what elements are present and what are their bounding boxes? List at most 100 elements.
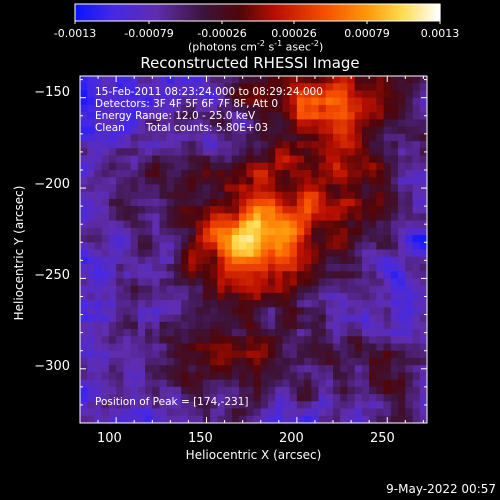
heatmap-cell [246, 198, 254, 207]
heatmap-cell [181, 307, 189, 316]
heatmap-cell [405, 307, 414, 316]
heatmap-cell [405, 329, 414, 337]
heatmap-cell [217, 336, 226, 344]
heatmap-cell [166, 343, 175, 352]
heatmap-cell [318, 321, 327, 330]
heatmap-cell [369, 235, 377, 243]
heatmap-cell [405, 249, 414, 258]
heatmap-cell [181, 365, 189, 373]
heatmap-cell [275, 314, 283, 323]
heatmap-cell [390, 314, 399, 323]
heatmap-cell [325, 357, 334, 366]
heatmap-cell [210, 350, 218, 359]
heatmap-cell [419, 336, 428, 344]
heatmap-cell [224, 169, 233, 178]
heatmap-cell [130, 112, 139, 120]
heatmap-cell [239, 177, 247, 185]
colorbar-segment [142, 4, 146, 21]
heatmap-cell [275, 126, 283, 135]
heatmap-cell [282, 213, 291, 222]
heatmap-cell [210, 90, 218, 99]
heatmap-cell [340, 177, 348, 185]
heatmap-cell [325, 83, 334, 91]
heatmap-cell [202, 242, 211, 250]
heatmap-cell [137, 162, 146, 171]
heatmap-cell [152, 263, 161, 272]
heatmap-cell [181, 401, 189, 410]
heatmap-cell [108, 83, 117, 91]
heatmap-cell [202, 285, 211, 294]
heatmap-cell [80, 126, 88, 135]
heatmap-cell [181, 386, 189, 395]
heatmap-cell [123, 386, 132, 395]
heatmap-cell [224, 278, 233, 287]
heatmap-cell [217, 408, 226, 417]
heatmap-cell [253, 379, 262, 388]
heatmap-cell [224, 314, 233, 323]
colorbar-segment [362, 4, 366, 21]
heatmap-cell [318, 386, 327, 395]
heatmap-cell [398, 307, 406, 316]
heatmap-cell [289, 263, 298, 272]
heatmap-cell [412, 357, 421, 366]
heatmap-cell [188, 227, 197, 236]
heatmap-cell [296, 90, 305, 99]
heatmap-cell [405, 343, 414, 352]
heatmap-cell [202, 314, 211, 323]
heatmap-cell [289, 235, 298, 243]
heatmap-cell [145, 271, 153, 279]
heatmap-cell [282, 148, 291, 157]
heatmap-cell [246, 372, 254, 381]
heatmap-cell [166, 285, 175, 294]
heatmap-cell [340, 155, 348, 164]
heatmap-cell [260, 314, 269, 323]
heatmap-cell [275, 141, 283, 149]
heatmap-cell [253, 97, 262, 106]
heatmap-cell [152, 119, 161, 128]
heatmap-cell [231, 126, 240, 135]
heatmap-cell [419, 83, 428, 91]
colorbar-segment [192, 4, 196, 21]
heatmap-cell [354, 148, 363, 157]
heatmap-cell [398, 191, 406, 200]
heatmap-cell [361, 177, 370, 185]
heatmap-cell [101, 278, 110, 287]
heatmap-cell [369, 133, 377, 142]
y-tick-label: −200 [34, 177, 70, 192]
heatmap-cell [253, 307, 262, 316]
heatmap-cell [347, 263, 356, 272]
heatmap-cell [159, 394, 168, 402]
heatmap-cell [419, 372, 428, 381]
heatmap-cell [87, 415, 95, 424]
heatmap-cell [289, 76, 298, 84]
colorbar-segment [92, 4, 96, 21]
colorbar-segment [357, 4, 361, 21]
heatmap-cell [405, 372, 414, 381]
heatmap-cell [231, 198, 240, 207]
heatmap-cell [282, 76, 291, 84]
heatmap-cell [340, 76, 348, 84]
heatmap-cell [130, 365, 139, 373]
heatmap-cell [152, 104, 161, 113]
heatmap-cell [130, 169, 139, 178]
heatmap-cell [152, 271, 161, 279]
heatmap-cell [318, 300, 327, 308]
heatmap-cell [260, 184, 269, 193]
heatmap-cell [239, 242, 247, 250]
heatmap-cell [181, 263, 189, 272]
colorbar-segment [432, 4, 436, 21]
heatmap-cell [108, 408, 117, 417]
colorbar-segment [212, 4, 216, 21]
heatmap-cell [145, 357, 153, 366]
heatmap-cell [253, 90, 262, 99]
heatmap-cell [369, 206, 377, 214]
heatmap-cell [166, 307, 175, 316]
heatmap-cell [369, 357, 377, 366]
heatmap-cell [325, 300, 334, 308]
colorbar-segment [80, 4, 84, 21]
heatmap-cell [376, 213, 385, 222]
heatmap-cell [267, 300, 276, 308]
heatmap-cell [137, 343, 146, 352]
heatmap-cell [282, 271, 291, 279]
heatmap-cell [398, 169, 406, 178]
